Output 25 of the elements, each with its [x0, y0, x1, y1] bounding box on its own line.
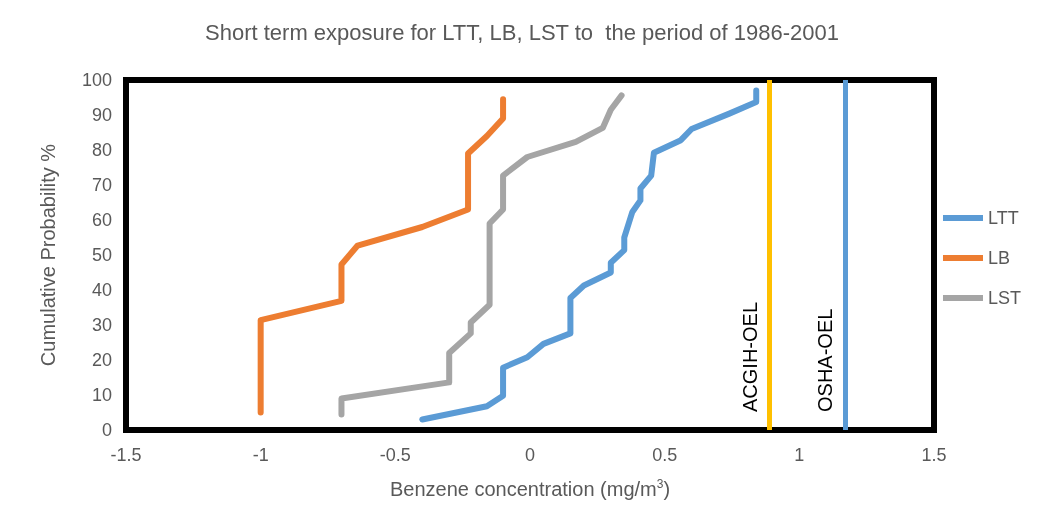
x-tick-label: 0	[524, 445, 536, 465]
y-axis-title: Cumulative Probability %	[37, 143, 59, 367]
y-tick-label: 30	[91, 315, 112, 335]
y-tick-label: 100	[81, 70, 112, 90]
y-tick-label: 80	[91, 140, 112, 160]
x-tick-label: 0.5	[652, 445, 678, 465]
legend-label: LB	[987, 248, 1011, 268]
y-tick-label: 60	[91, 210, 112, 230]
x-tick-label: 1.5	[921, 445, 947, 465]
x-tick-label: -0.5	[379, 445, 411, 465]
y-tick-label: 0	[101, 420, 112, 440]
x-tick-label: -1	[252, 445, 269, 465]
chart-title: Short term exposure for LTT, LB, LST to the period of 1986-2001	[205, 19, 839, 45]
y-tick-label: 20	[91, 350, 112, 370]
legend-label: LST	[987, 288, 1021, 308]
x-tick-label: -1.5	[110, 445, 142, 465]
x-tick-label: 1	[794, 445, 805, 465]
ref-line-label: OSHA-OEL	[814, 308, 837, 412]
y-tick-label: 40	[91, 280, 112, 300]
y-tick-label: 90	[91, 105, 112, 125]
ref-line-label: ACGIH-OEL	[738, 301, 761, 412]
legend-label: LTT	[987, 208, 1019, 228]
y-tick-label: 10	[91, 385, 112, 405]
y-tick-label: 70	[91, 175, 112, 195]
y-tick-label: 50	[91, 245, 112, 265]
